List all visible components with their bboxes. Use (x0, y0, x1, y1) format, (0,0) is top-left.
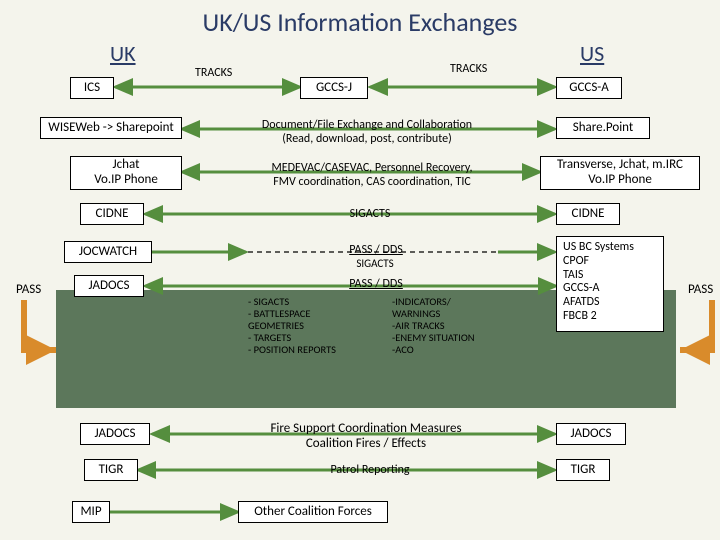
box-jadocs-us: JADOCS (556, 423, 626, 445)
box-tigr-us: TIGR (556, 459, 610, 481)
box-transverse: Transverse, Jchat, m.IRC Vo.IP Phone (540, 156, 700, 190)
box-sharepoint: Share.Point (556, 117, 650, 139)
desc-sigacts: SIGACTS (320, 208, 420, 222)
header-uk: UK (110, 40, 136, 67)
tracks-label-1: TRACKS (195, 66, 232, 80)
box-gccsa: GCCS-A (556, 77, 622, 99)
desc-fires: Fire Support Coordination Measures Coali… (236, 422, 496, 452)
desc-docfile: Document/File Exchange and Collaboration… (232, 119, 502, 147)
desc-passdds1: PASS / DDS (326, 244, 426, 258)
box-jchat-voip: Jchat Vo.IP Phone (70, 156, 182, 190)
box-cidne-us: CIDNE (556, 203, 620, 225)
header-us: US (580, 40, 604, 67)
box-wiseweb: WISEWeb -> Sharepoint (40, 117, 182, 139)
box-jadocs-2: JADOCS (80, 423, 150, 445)
desc-medevac: MEDEVAC/CASEVAC, Personnel Recovery, FMV… (232, 162, 512, 190)
pass-label-left: PASS (16, 282, 41, 297)
desc-sigacts2: SIGACTS (340, 258, 410, 271)
box-ics: ICS (70, 77, 114, 99)
box-usbc: US BC Systems CPOF TAIS GCCS-A AFATDS FB… (556, 236, 664, 332)
box-tigr-uk: TIGR (84, 459, 138, 481)
box-mip: MIP (72, 501, 110, 523)
box-jadocs-1: JADOCS (74, 275, 144, 297)
tracks-label-2: TRACKS (450, 62, 487, 76)
desc-patrol: Patrol Reporting (300, 464, 440, 478)
desc-passdds2: PASS / DDS (326, 278, 426, 292)
box-gccsj: GCCS-J (300, 77, 368, 99)
box-jocwatch: JOCWATCH (64, 241, 152, 263)
list-left: - SIGACTS - BATTLESPACE GEOMETRIES - TAR… (248, 296, 378, 356)
list-right: -INDICATORS/ WARNINGS -AIR TRACKS -ENEMY… (392, 296, 512, 356)
box-other-forces: Other Coalition Forces (238, 501, 388, 523)
pass-label-right: PASS (688, 282, 713, 297)
page-title: UK/US Information Exchanges (0, 6, 720, 38)
box-cidne-uk: CIDNE (80, 203, 144, 225)
